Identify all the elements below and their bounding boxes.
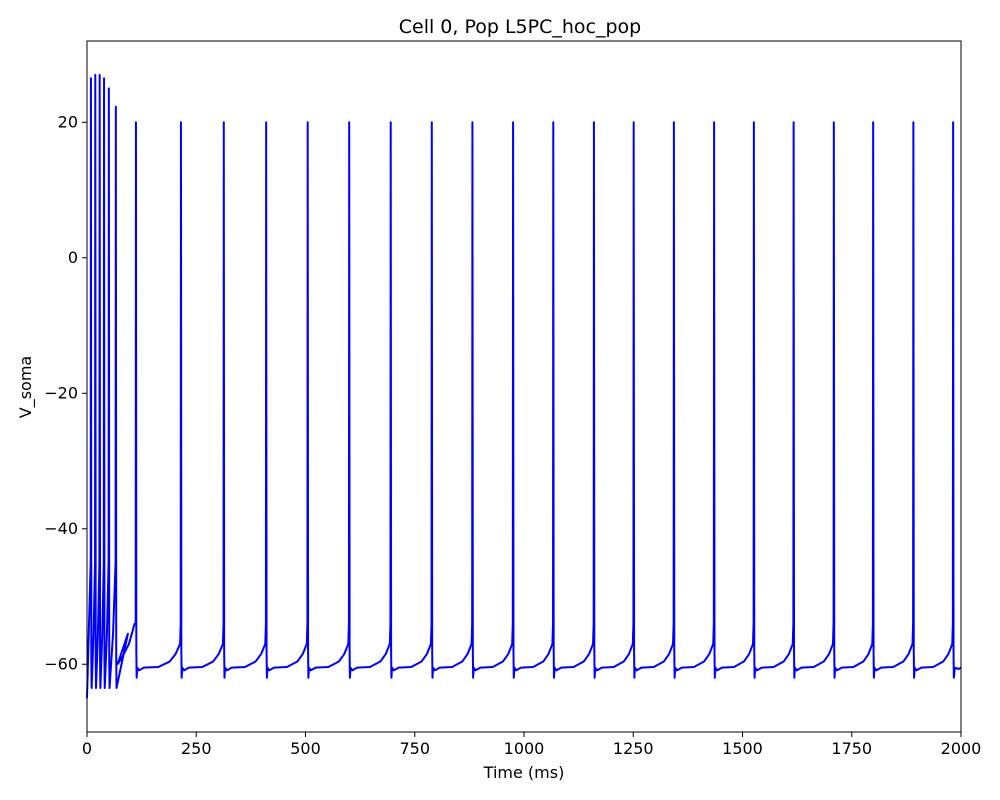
- x-tick-label: 0: [82, 739, 92, 758]
- plot-area: [86, 40, 962, 733]
- x-tick-label: 750: [399, 739, 430, 758]
- x-tick-label: 1250: [613, 739, 654, 758]
- x-tick-label: 250: [181, 739, 212, 758]
- series-layer: [86, 73, 962, 699]
- x-tick-label: 500: [290, 739, 321, 758]
- x-tick-label: 1750: [831, 739, 872, 758]
- y-tick-label: −20: [44, 383, 78, 402]
- y-tick-label: 20: [58, 112, 78, 131]
- voltage-trace-line: [86, 73, 962, 699]
- y-tick-label: −60: [44, 654, 78, 673]
- y-axis-label: V_soma: [16, 356, 36, 418]
- x-tick-label: 1500: [722, 739, 763, 758]
- x-tick-label: 1000: [504, 739, 545, 758]
- plot-frame: [86, 40, 962, 733]
- y-tick-label: −40: [44, 519, 78, 538]
- x-axis-label: Time (ms): [483, 763, 565, 782]
- x-axis: 0 250 500 750 1000 1250 1500 1750 2000: [82, 732, 981, 758]
- y-axis: −60 −40 −20 0 20: [44, 112, 87, 673]
- y-tick-label: 0: [68, 248, 78, 267]
- x-tick-label: 2000: [941, 739, 982, 758]
- chart-title: Cell 0, Pop L5PC_hoc_pop: [399, 16, 641, 38]
